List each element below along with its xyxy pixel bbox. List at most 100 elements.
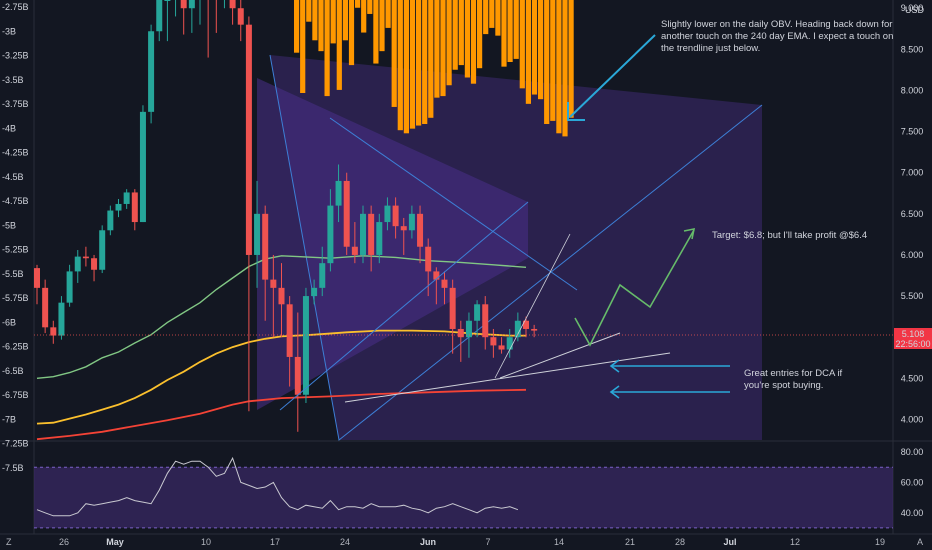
forecast-arrowhead <box>683 227 696 240</box>
obv-bar <box>464 0 470 78</box>
left-axis-label: -3.25B <box>2 51 29 61</box>
candle-body <box>425 246 432 272</box>
triangle-left-shape <box>257 78 528 410</box>
obv-bar <box>324 0 330 97</box>
steep-trendline <box>494 233 571 379</box>
candle-body <box>180 0 187 9</box>
obv-bar <box>367 0 373 14</box>
obv-bar <box>300 0 306 93</box>
obv-bar <box>330 0 336 44</box>
left-axis-label: -2.75B <box>2 2 29 12</box>
obv-bar <box>495 0 501 36</box>
obv-bar <box>525 0 531 104</box>
left-axis-label: -5B <box>2 220 16 230</box>
candle-body <box>465 320 472 338</box>
obv-bar <box>361 0 367 33</box>
triangle-outline <box>269 54 763 441</box>
auto-scale-icon: A <box>917 537 923 547</box>
rsi-axis-label: 80.00 <box>901 447 924 457</box>
time-axis-label: 7 <box>485 537 490 547</box>
obv-note-arrowhead <box>567 102 585 121</box>
obv-bar <box>446 0 452 86</box>
forecast-path <box>574 229 695 347</box>
right-axis-label: 6.000 <box>901 250 924 260</box>
candle-body <box>74 256 81 272</box>
time-axis-label: Jul <box>723 537 736 547</box>
left-axis-label: -7B <box>2 414 16 424</box>
obv-bar <box>403 0 409 134</box>
candle-body <box>433 271 440 280</box>
obv-bar <box>489 0 495 28</box>
right-axis-label: 8.000 <box>901 85 924 95</box>
obv-bar <box>434 0 440 98</box>
obv-bar <box>342 0 348 41</box>
candle-body <box>351 246 358 255</box>
left-axis-label: -7.25B <box>2 439 29 449</box>
candle-body <box>139 111 146 223</box>
candle-body <box>148 31 155 112</box>
compare-icon: Z <box>6 537 12 547</box>
candle-body <box>245 24 252 255</box>
obv-bar <box>409 0 416 129</box>
candle-body <box>514 320 521 338</box>
candle-body <box>360 213 366 255</box>
dca-arrowhead-2 <box>609 385 620 399</box>
candle-body <box>254 213 261 255</box>
time-axis-label: 10 <box>201 537 211 547</box>
right-axis-label: 4.000 <box>901 414 924 424</box>
time-axis-label: 14 <box>554 537 564 547</box>
candle-body <box>34 268 40 288</box>
candle-body <box>408 213 415 231</box>
candle-body <box>506 337 513 350</box>
left-axis-label: -5.5B <box>2 269 24 279</box>
time-axis-label: 26 <box>59 537 69 547</box>
obv-bar <box>355 0 361 8</box>
price-badge-time: 22:56:00 <box>895 339 930 349</box>
upper-descending-trendline <box>329 117 578 291</box>
rsi-pane: 80.00 60.00 40.00 <box>34 447 924 529</box>
dca-note-line: Great entries for DCA if <box>744 368 843 379</box>
left-axis-label: -6B <box>2 317 16 327</box>
rsi-axis-label: 40.00 <box>901 508 924 518</box>
obv-bar <box>550 0 556 121</box>
candle-body <box>457 328 464 338</box>
price-badge <box>894 328 932 349</box>
candle-body <box>343 180 350 247</box>
obv-bar <box>507 0 513 62</box>
candle-body <box>107 210 114 231</box>
candle-body <box>531 328 538 331</box>
candle-body <box>449 287 456 329</box>
candle-body <box>99 230 106 270</box>
obv-bar <box>501 0 507 67</box>
candle-body <box>335 180 342 206</box>
candle-body <box>229 0 236 9</box>
obv-bar <box>379 0 385 52</box>
obv-bar <box>422 0 428 124</box>
ema-lines <box>36 255 527 441</box>
candle-body <box>188 0 195 9</box>
left-axis-label: -4.25B <box>2 148 29 158</box>
candle-body <box>441 279 448 288</box>
left-axis-label: -5.75B <box>2 293 29 303</box>
obv-bar <box>318 0 324 52</box>
obv-bar <box>513 0 519 59</box>
candle-body <box>482 304 489 338</box>
obv-bar <box>544 0 550 124</box>
channel-trendline <box>279 201 529 411</box>
candle-body <box>523 320 529 329</box>
candle-body <box>91 258 98 270</box>
candle-body <box>286 304 293 357</box>
left-axis-label: -6.75B <box>2 390 29 400</box>
rsi-band <box>34 467 893 528</box>
candle-body <box>294 356 301 395</box>
obv-bar <box>294 0 300 53</box>
support-trendline-short <box>499 332 621 379</box>
obv-bar <box>428 0 434 118</box>
time-axis-label: 21 <box>625 537 635 547</box>
candle-body <box>376 222 383 255</box>
right-axis-label: 4.500 <box>901 373 924 383</box>
candle-body <box>474 304 481 321</box>
time-axis-label: 12 <box>790 537 800 547</box>
